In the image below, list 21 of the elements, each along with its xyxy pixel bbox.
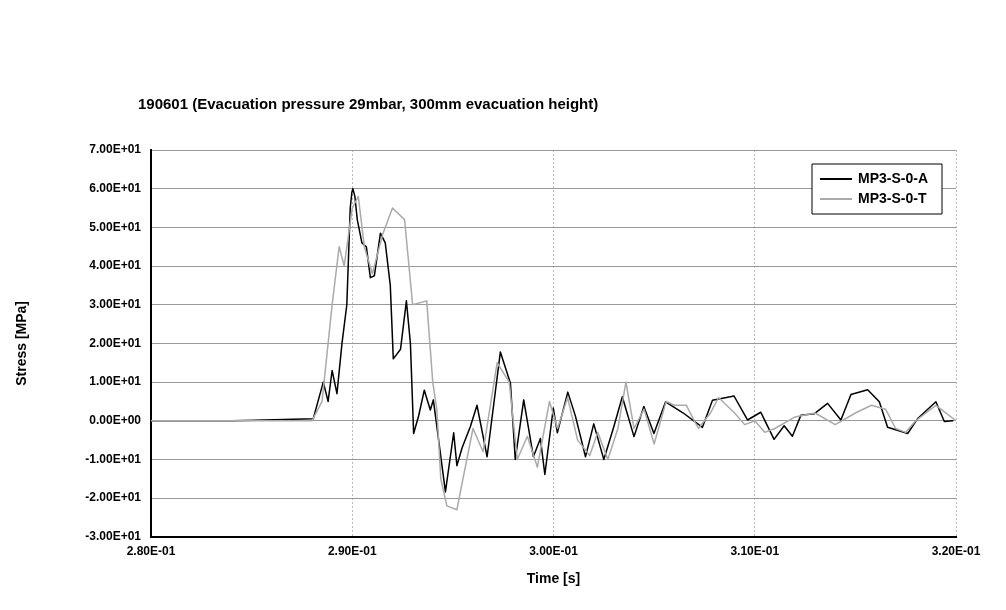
y-tick-label: 4.00E+01 (89, 258, 142, 273)
x-tick-label: 2.80E-01 (126, 544, 176, 559)
x-axis-title: Time [s] (526, 570, 581, 587)
y-tick-label: 5.00E+01 (89, 219, 142, 234)
y-tick-label: 6.00E+01 (89, 180, 142, 195)
x-tick-label: 2.90E-01 (327, 544, 377, 559)
x-tick-label: 3.10E-01 (730, 544, 780, 559)
x-tick-label: 3.00E-01 (529, 544, 579, 559)
legend-label: MP3-S-0-T (857, 189, 927, 206)
y-tick-label: 3.00E+01 (89, 297, 142, 312)
y-tick-label: -1.00E+01 (85, 451, 142, 466)
y-axis-title: Stress [MPa] (13, 300, 30, 386)
y-tick-label: -3.00E+01 (85, 529, 142, 544)
y-tick-label: -2.00E+01 (85, 490, 142, 505)
chart-title: 190601 (Evacuation pressure 29mbar, 300mm evacuation height) (138, 95, 599, 113)
y-tick-label: 7.00E+01 (89, 142, 142, 157)
x-tick-label: 3.20E-01 (931, 544, 981, 559)
legend-label: MP3-S-0-A (857, 169, 929, 186)
y-tick-label: 1.00E+01 (89, 374, 142, 389)
y-tick-label: 2.00E+01 (89, 335, 142, 350)
y-tick-label: 0.00E+00 (89, 413, 142, 428)
